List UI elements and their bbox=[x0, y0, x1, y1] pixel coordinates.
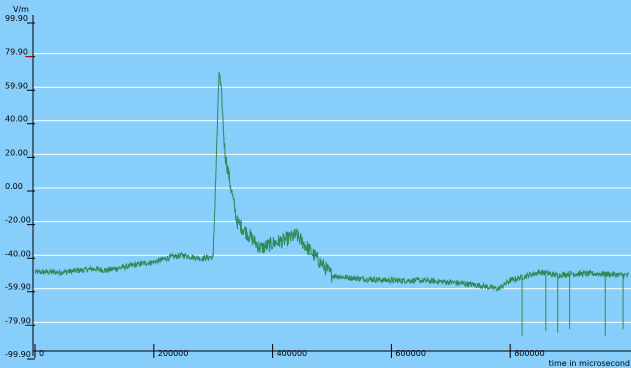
y-tick-label: 79.90 bbox=[5, 48, 28, 57]
y-tick-label: -40.00 bbox=[5, 249, 31, 258]
y-tick-label: 40.00 bbox=[5, 115, 28, 124]
y-tick-label: 99.90 bbox=[5, 14, 28, 23]
x-tick-label: 600000 bbox=[395, 349, 426, 358]
x-ticks: 0 200000 400000 600000 800000 bbox=[34, 344, 545, 358]
y-axis-unit-label: V/m bbox=[13, 5, 29, 14]
y-tick-label: -20.00 bbox=[5, 216, 31, 225]
y-tick-label: 0.00 bbox=[5, 182, 23, 191]
y-tick-label: -59.90 bbox=[5, 283, 31, 292]
x-tick-label: 400000 bbox=[277, 349, 308, 358]
series-line bbox=[34, 71, 629, 292]
x-tick-label: 0 bbox=[39, 349, 44, 358]
x-tick-label: 800000 bbox=[514, 349, 545, 358]
y-tick-label: -99.90 bbox=[5, 350, 31, 359]
y-tick-label: -79.90 bbox=[5, 316, 31, 325]
x-tick-label: 200000 bbox=[158, 349, 189, 358]
y-tick-label: 59.90 bbox=[5, 81, 28, 90]
axes bbox=[32, 15, 631, 356]
y-ticks: 99.90 79.90 59.90 40.00 20.00 0.00 -20.00 -40.0… bbox=[5, 14, 35, 360]
grid-lines bbox=[33, 53, 631, 323]
y-tick-label: 20.00 bbox=[5, 148, 28, 157]
series-layer bbox=[34, 71, 629, 336]
x-axis-label: time in microsecond bbox=[549, 359, 630, 368]
